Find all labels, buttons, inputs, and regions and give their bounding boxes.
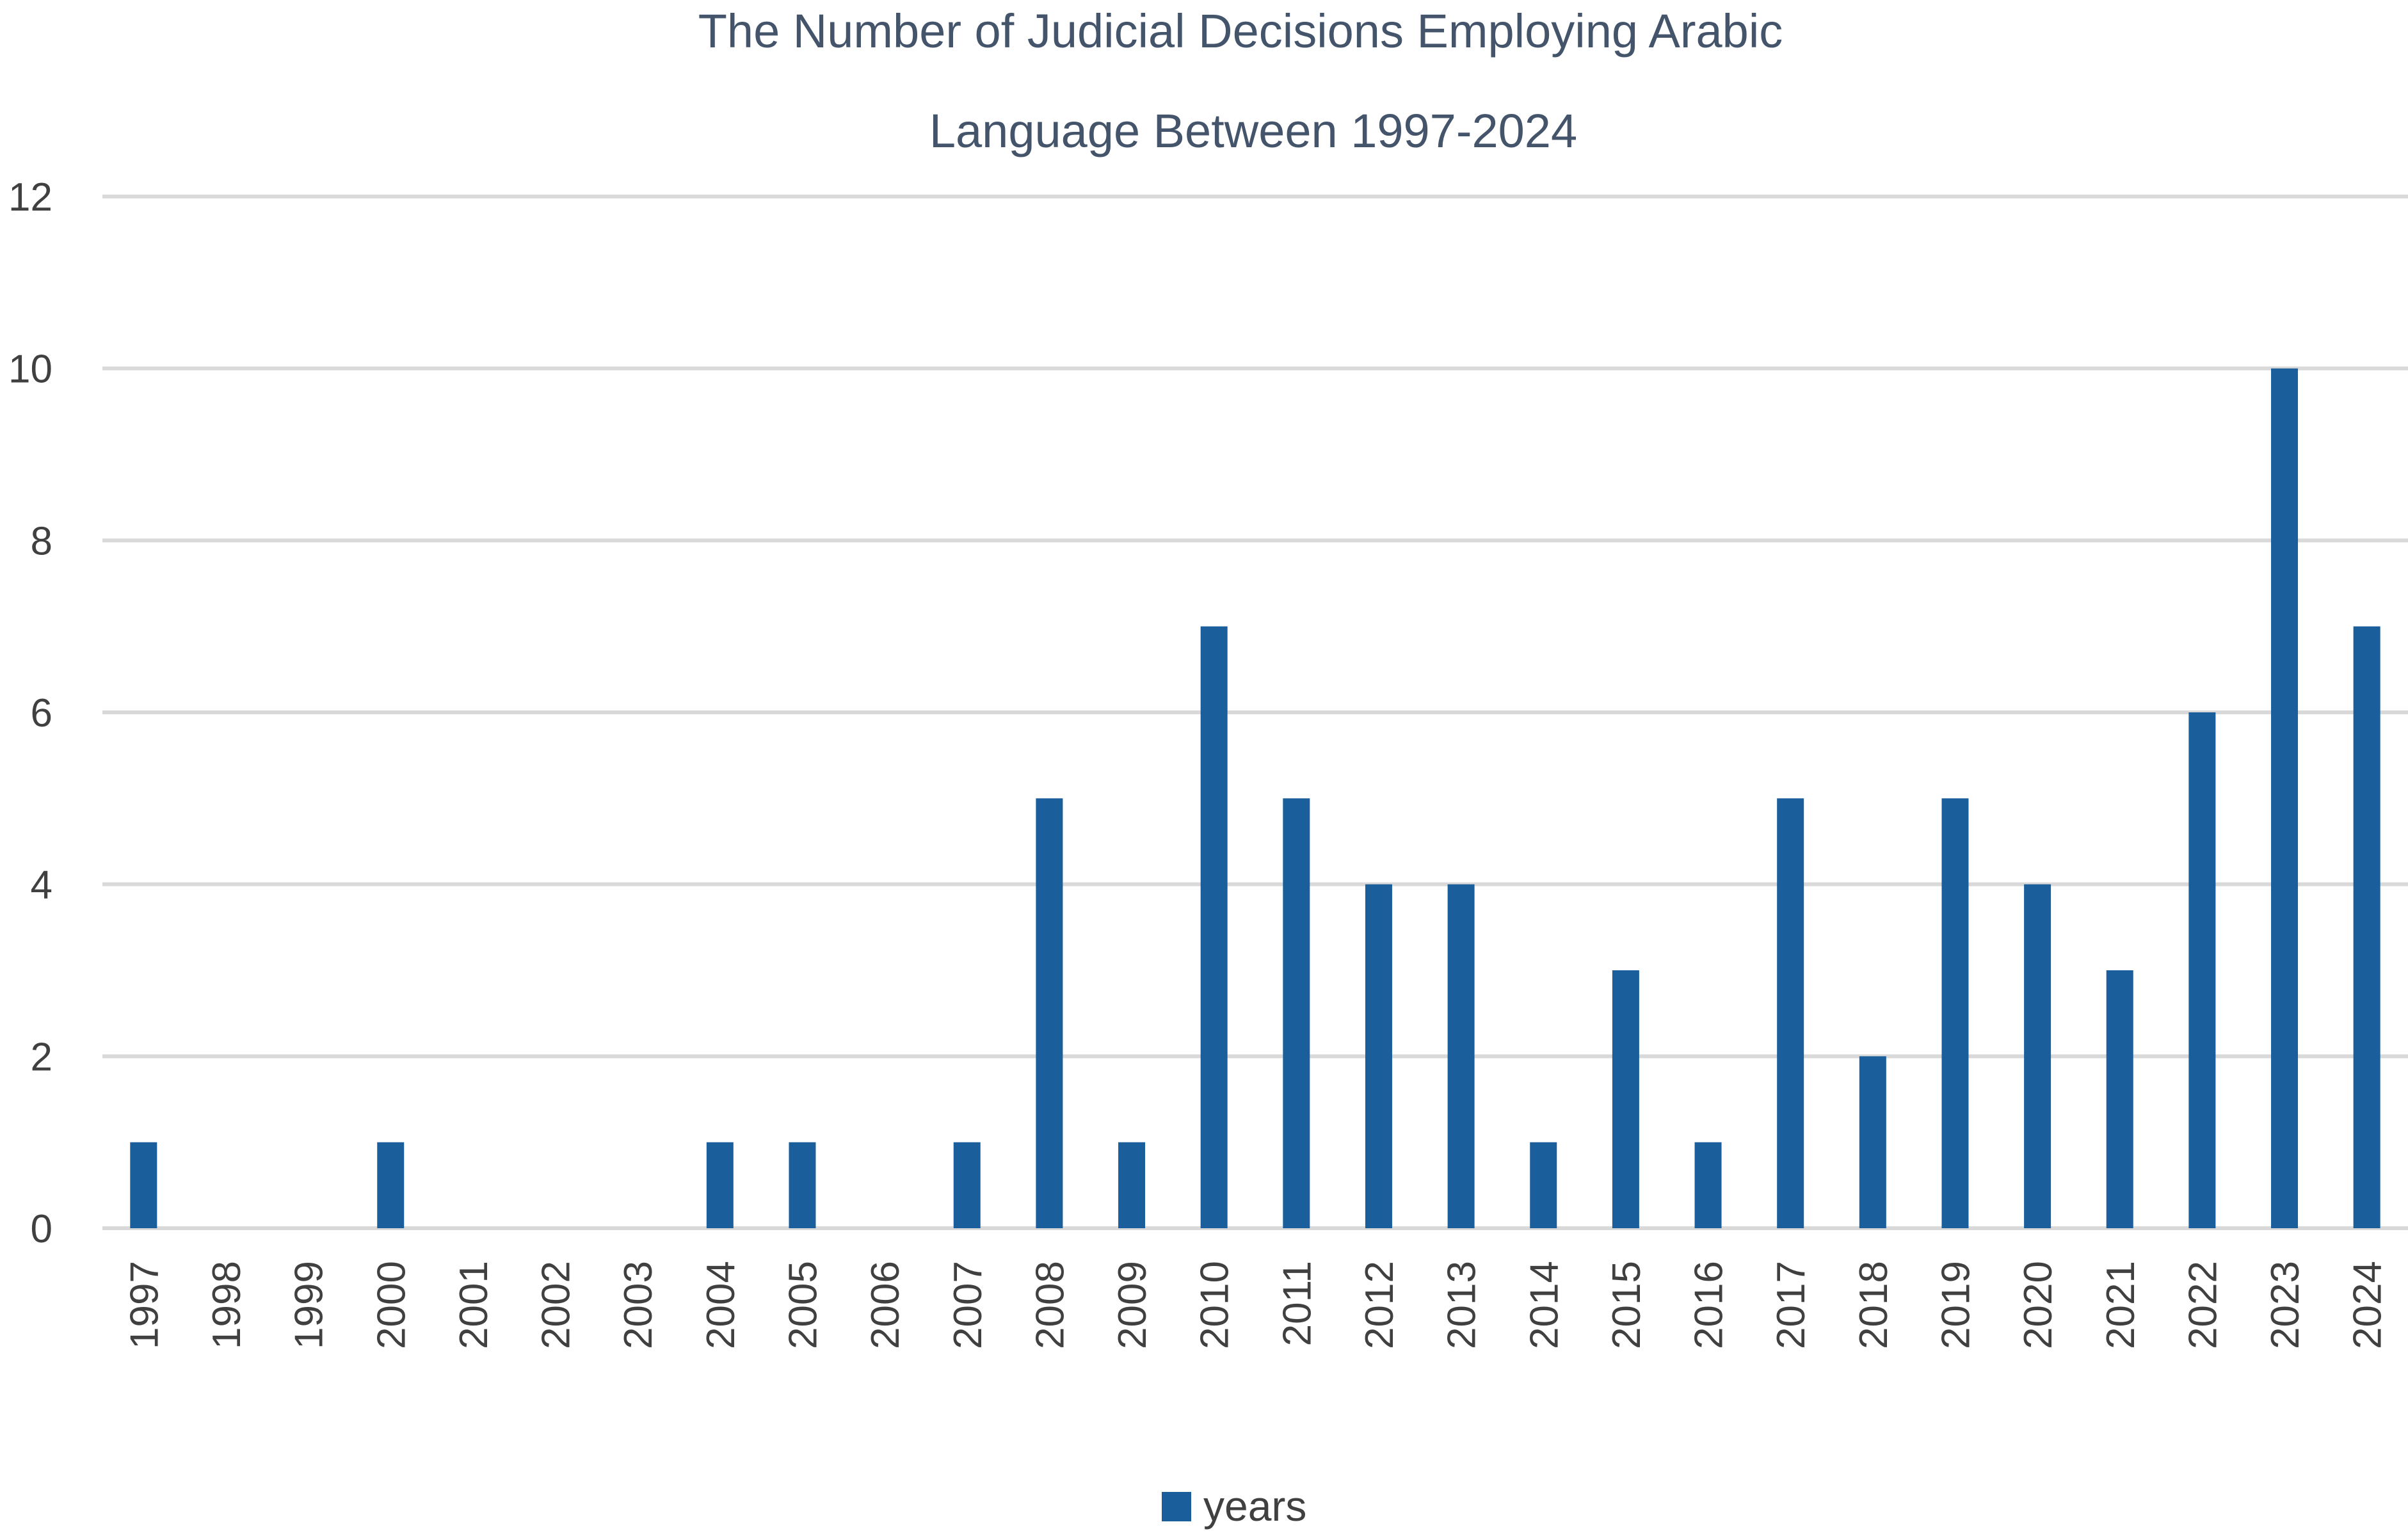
y-tick-label: 6: [31, 691, 52, 735]
x-tick-label: 2021: [2099, 1261, 2143, 1349]
bar-2011: [1283, 798, 1310, 1228]
bar-2015: [1612, 970, 1639, 1228]
y-tick-label: 2: [31, 1035, 52, 1079]
y-tick-label: 12: [8, 175, 52, 220]
y-axis-tick-labels: 0 2 4 6 8 10 12: [8, 175, 52, 1251]
bar-2010: [1200, 626, 1228, 1228]
x-tick-label: 1997: [122, 1261, 166, 1349]
y-tick-label: 8: [31, 519, 52, 563]
x-tick-label: 2014: [1522, 1261, 1566, 1349]
x-tick-label: 1998: [205, 1261, 249, 1349]
x-tick-label: 2023: [2263, 1261, 2308, 1349]
x-tick-label: 2012: [1358, 1261, 1402, 1349]
legend: years: [1162, 1482, 1306, 1530]
bar-2017: [1777, 798, 1804, 1228]
x-tick-label: 2009: [1111, 1261, 1155, 1349]
bar-2007: [953, 1142, 981, 1228]
gridlines: [102, 195, 2408, 1230]
bar-2018: [1859, 1056, 1886, 1228]
x-tick-label: 2010: [1193, 1261, 1237, 1349]
legend-swatch: [1162, 1492, 1191, 1521]
bar-2016: [1694, 1142, 1722, 1228]
x-tick-label: 2020: [2016, 1261, 2060, 1349]
x-tick-label: 2015: [1605, 1261, 1649, 1349]
chart-title-line-2: Language Between 1997-2024: [929, 104, 1577, 157]
x-tick-label: 2018: [1852, 1261, 1896, 1349]
y-tick-label: 10: [8, 348, 52, 392]
x-tick-label: 2017: [1769, 1261, 1813, 1349]
x-tick-label: 2024: [2346, 1261, 2390, 1349]
bar-2020: [2024, 884, 2051, 1228]
x-tick-label: 2016: [1687, 1261, 1731, 1349]
x-tick-label: 2007: [946, 1261, 990, 1349]
x-tick-label: 1999: [287, 1261, 332, 1349]
bar-2000: [377, 1142, 405, 1228]
y-tick-label: 0: [31, 1207, 52, 1251]
x-tick-label: 2004: [699, 1261, 743, 1349]
bar-2004: [706, 1142, 734, 1228]
bar-2023: [2271, 368, 2299, 1228]
legend-label: years: [1203, 1482, 1306, 1530]
bar-2021: [2106, 970, 2133, 1228]
x-tick-label: 2022: [2181, 1261, 2225, 1349]
x-tick-label: 2002: [534, 1261, 579, 1349]
bar-2005: [789, 1142, 816, 1228]
bars: [130, 368, 2380, 1228]
x-tick-label: 2011: [1275, 1261, 1319, 1346]
x-tick-label: 2000: [369, 1261, 413, 1349]
bar-2012: [1365, 884, 1392, 1228]
x-tick-label: 2013: [1440, 1261, 1484, 1349]
x-tick-label: 2008: [1028, 1261, 1072, 1349]
x-tick-label: 2003: [616, 1261, 661, 1349]
bar-1997: [130, 1142, 157, 1228]
x-axis-tick-labels: 1997 1998 1999 2000 2001 2002 2003 2004 2005 2006…: [122, 1261, 2389, 1349]
x-tick-label: 2001: [452, 1261, 496, 1349]
chart-title: The Number of Judicial Decisions Employi…: [698, 4, 1783, 157]
bar-2019: [1941, 798, 1969, 1228]
chart-title-line-1: The Number of Judicial Decisions Employi…: [698, 4, 1783, 58]
x-tick-label: 2006: [863, 1261, 908, 1349]
x-tick-label: 2005: [781, 1261, 825, 1349]
bar-2013: [1447, 884, 1475, 1228]
bar-2022: [2188, 712, 2216, 1228]
bar-2008: [1036, 798, 1063, 1228]
bar-2009: [1118, 1142, 1146, 1228]
y-tick-label: 4: [31, 863, 52, 908]
bar-2014: [1530, 1142, 1557, 1228]
x-tick-label: 2019: [1934, 1261, 1978, 1349]
bar-2024: [2353, 626, 2380, 1228]
